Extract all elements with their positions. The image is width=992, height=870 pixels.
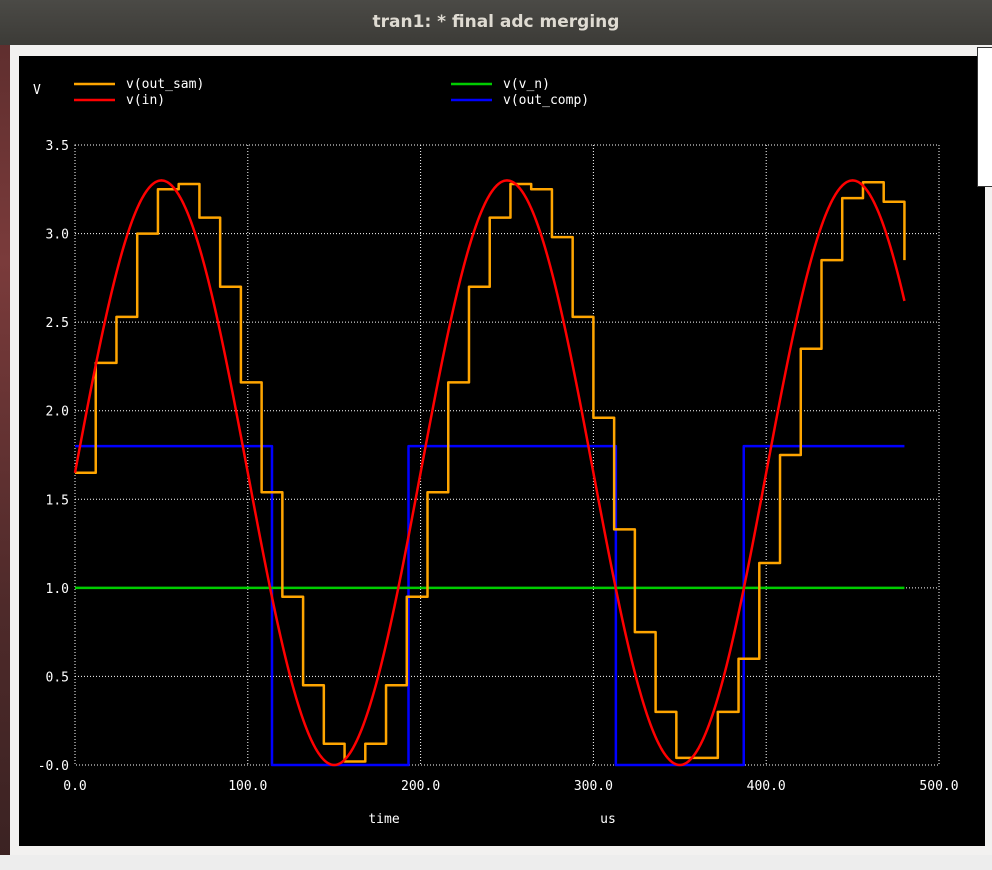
x-axis-unit: us xyxy=(600,812,616,827)
y-tick-label: 3.5 xyxy=(46,139,69,154)
series-v-out-sam xyxy=(75,180,906,763)
legend-label: v(v_n) xyxy=(503,77,550,92)
y-tick-label: 0.5 xyxy=(46,670,69,685)
waveform-chart[interactable]: 0.0 100.0 200.0 300.0 400.0 500.0 -0.0 0.5 1.0 1.… xyxy=(19,56,985,846)
y-tick-label: 2.5 xyxy=(46,316,69,331)
bottom-bar xyxy=(0,855,992,870)
y-axis-label: V xyxy=(33,83,41,98)
x-axis-label: time xyxy=(368,812,399,827)
x-tick-label: 100.0 xyxy=(228,779,267,794)
side-panel xyxy=(977,47,992,187)
x-tick-label: 300.0 xyxy=(574,779,613,794)
desktop-edge xyxy=(0,0,10,870)
y-tick-label: 1.0 xyxy=(46,582,69,597)
legend-label: v(out_sam) xyxy=(126,77,204,92)
y-tick-label: 1.5 xyxy=(46,493,69,508)
legend-label: v(in) xyxy=(126,93,165,108)
x-tick-label: 0.0 xyxy=(63,779,86,794)
legend-label: v(out_comp) xyxy=(503,93,589,108)
plot-area: 0.0 100.0 200.0 300.0 400.0 500.0 -0.0 0.5 1.0 1.… xyxy=(19,56,985,846)
plot-frame xyxy=(74,144,940,766)
series-v-out-comp xyxy=(75,444,905,767)
x-tick-label: 500.0 xyxy=(919,779,958,794)
x-tick-label: 200.0 xyxy=(401,779,440,794)
series-v-in xyxy=(73,179,906,767)
plot-window: 0.0 100.0 200.0 300.0 400.0 500.0 -0.0 0.5 1.0 1.… xyxy=(10,45,992,855)
x-tick-label: 400.0 xyxy=(747,779,786,794)
y-tick-label: -0.0 xyxy=(38,759,69,774)
window-title: tran1: * final adc merging xyxy=(0,0,992,45)
y-tick-label: 2.0 xyxy=(46,405,69,420)
y-tick-label: 3.0 xyxy=(46,228,69,243)
